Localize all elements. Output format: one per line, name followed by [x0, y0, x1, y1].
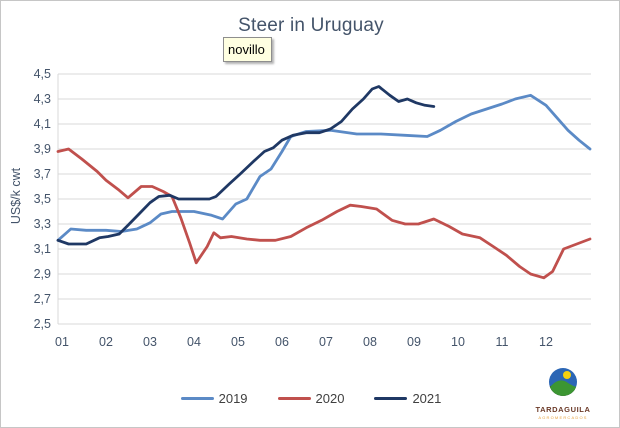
legend-label-2021: 2021 — [412, 391, 442, 406]
svg-text:12: 12 — [539, 335, 553, 349]
svg-text:2,5: 2,5 — [34, 317, 51, 331]
svg-text:2,9: 2,9 — [34, 267, 51, 281]
tardaguila-logo: TARDAGUILA AGROMERCADOS — [527, 367, 599, 420]
y-axis-title: US$/k cwt — [9, 167, 23, 225]
svg-text:08: 08 — [363, 335, 377, 349]
svg-text:02: 02 — [99, 335, 113, 349]
svg-text:4,1: 4,1 — [34, 117, 51, 131]
svg-text:4,3: 4,3 — [34, 92, 51, 106]
svg-text:06: 06 — [275, 335, 289, 349]
svg-text:10: 10 — [451, 335, 465, 349]
logo-subtext: AGROMERCADOS — [538, 415, 588, 420]
logo-name: TARDAGUILA — [535, 405, 591, 414]
legend-item-2021[interactable]: 2021 — [374, 391, 441, 406]
chart-legend: 2019 2020 2021 — [1, 391, 619, 406]
svg-text:3,3: 3,3 — [34, 217, 51, 231]
svg-text:09: 09 — [407, 335, 421, 349]
legend-item-2020[interactable]: 2020 — [277, 391, 345, 406]
legend-label-2019: 2019 — [218, 391, 248, 406]
legend-swatch-2020 — [277, 397, 311, 400]
svg-text:3,7: 3,7 — [34, 167, 51, 181]
svg-text:2,7: 2,7 — [34, 292, 51, 306]
svg-text:4,5: 4,5 — [34, 67, 51, 81]
svg-text:05: 05 — [231, 335, 245, 349]
hover-tooltip: novillo — [223, 37, 272, 62]
svg-text:01: 01 — [55, 335, 69, 349]
svg-text:07: 07 — [319, 335, 333, 349]
legend-label-2020: 2020 — [315, 391, 345, 406]
chart-title: Steer in Uruguay — [238, 15, 384, 36]
svg-text:04: 04 — [187, 335, 201, 349]
tardaguila-logo-icon — [549, 368, 577, 396]
legend-swatch-2019 — [180, 397, 214, 400]
svg-text:03: 03 — [143, 335, 157, 349]
svg-text:3,1: 3,1 — [34, 242, 51, 256]
svg-text:11: 11 — [496, 335, 509, 349]
svg-text:3,5: 3,5 — [34, 192, 51, 206]
svg-text:3,9: 3,9 — [34, 142, 51, 156]
legend-item-2019[interactable]: 2019 — [180, 391, 248, 406]
legend-swatch-2021 — [374, 397, 408, 400]
